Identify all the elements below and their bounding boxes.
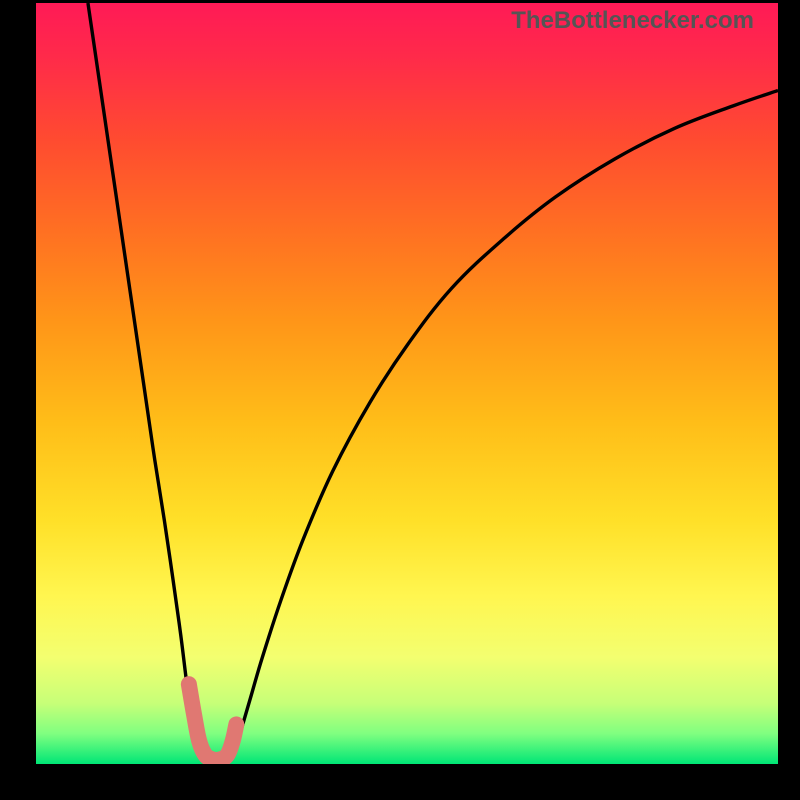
frame-right <box>778 0 800 800</box>
frame-left <box>0 0 36 800</box>
overlap-marker <box>189 684 236 760</box>
frame-bottom <box>0 764 800 800</box>
watermark-text: TheBottlenecker.com <box>511 7 754 35</box>
plot-area: TheBottlenecker.com <box>36 3 778 764</box>
chart-stage: TheBottlenecker.com <box>0 0 800 800</box>
curve-left <box>88 3 202 758</box>
curves-layer <box>36 3 778 764</box>
curve-right <box>232 91 778 758</box>
